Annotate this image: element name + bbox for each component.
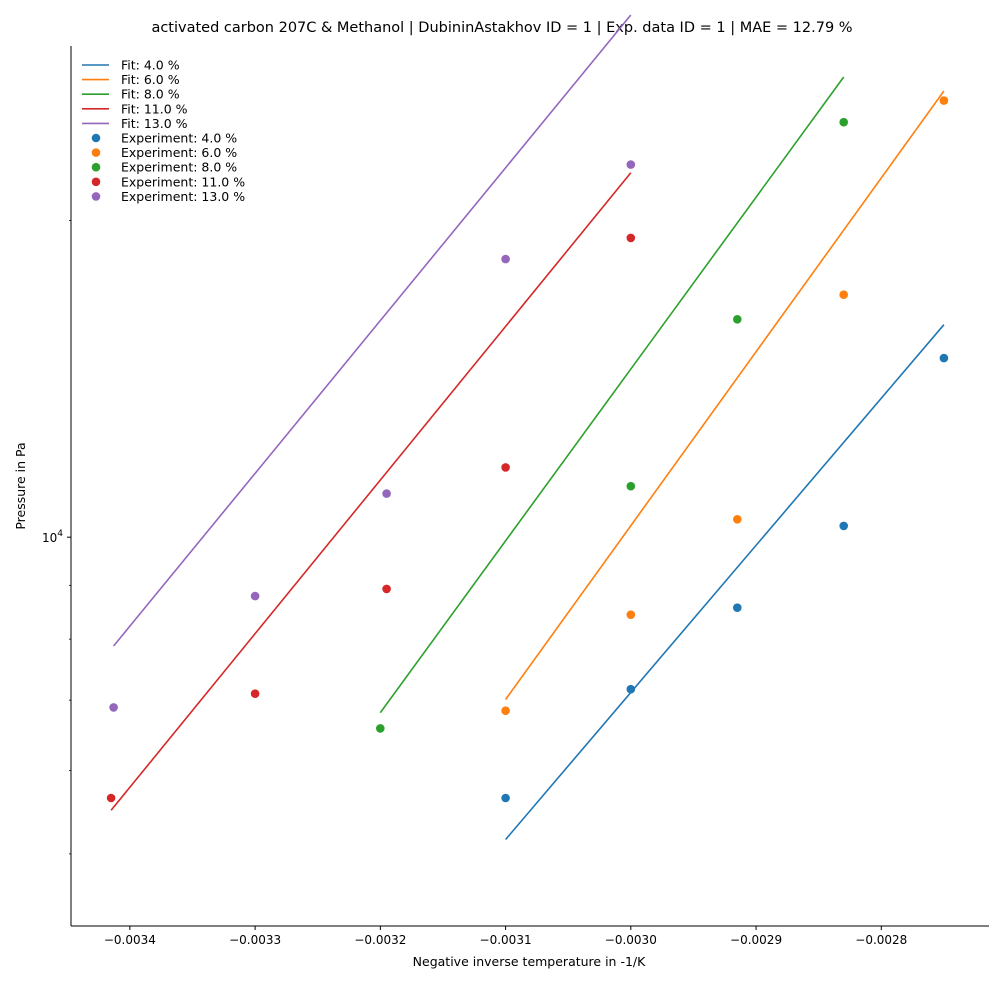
experiment-point: [839, 290, 848, 300]
experiment-point: [109, 703, 118, 712]
legend-label: Experiment: 8.0 %: [121, 160, 237, 175]
y-axis-label: Pressure in Pa: [13, 442, 28, 529]
legend-label: Fit: 6.0 %: [121, 72, 180, 87]
y-tick-label: 104: [42, 529, 63, 545]
legend-label: Experiment: 4.0 %: [121, 131, 237, 146]
experiment-point: [939, 353, 949, 363]
experiment-point: [501, 793, 510, 803]
x-ticks: −0.0034 −0.0033 −0.0032 −0.0031 −0.0030 −0.00…: [104, 926, 907, 947]
experiment-points: [106, 96, 949, 803]
y-ticks: 104: [42, 220, 71, 855]
x-tick-label: −0.0034: [104, 933, 156, 947]
experiment-point: [501, 706, 510, 715]
fit-line: [112, 14, 632, 647]
experiment-point: [733, 515, 742, 524]
legend-marker-swatch: [91, 133, 101, 143]
legend-label: Experiment: 6.0 %: [121, 145, 237, 160]
legend-marker-swatch: [91, 148, 101, 157]
legend-marker-swatch: [91, 162, 101, 172]
x-tick-label: −0.0030: [605, 933, 657, 947]
experiment-point: [839, 117, 848, 127]
experiment-point: [733, 603, 742, 612]
legend-label: Fit: 13.0 %: [121, 116, 188, 131]
experiment-point: [250, 591, 260, 601]
x-tick-label: −0.0028: [855, 933, 907, 947]
experiment-point: [382, 584, 391, 594]
legend-label: Experiment: 11.0 %: [121, 174, 245, 189]
experiment-point: [733, 315, 742, 324]
x-axis-label: Negative inverse temperature in -1/K: [413, 954, 646, 969]
legend-marker-swatch: [91, 192, 101, 201]
x-tick-label: −0.0029: [730, 933, 782, 947]
experiment-point: [106, 793, 116, 803]
x-tick-label: −0.0033: [229, 933, 281, 947]
experiment-point: [250, 689, 260, 698]
legend-marker-swatch: [91, 177, 101, 187]
experiment-point: [939, 96, 949, 105]
legend-label: Experiment: 13.0 %: [121, 189, 245, 204]
experiment-point: [626, 610, 636, 619]
axes: [70, 46, 989, 927]
legend-label: Fit: 8.0 %: [121, 87, 180, 102]
legend: Fit: 4.0 %Fit: 6.0 %Fit: 8.0 %Fit: 11.0 …: [82, 58, 245, 204]
experiment-point: [376, 724, 385, 733]
fit-line: [379, 76, 845, 714]
experiment-point: [626, 160, 636, 169]
chart-title: activated carbon 207C & Methanol | Dubin…: [151, 20, 852, 36]
fit-line: [504, 90, 945, 700]
legend-label: Fit: 11.0 %: [121, 101, 188, 116]
experiment-point: [626, 684, 636, 694]
experiment-point: [626, 233, 636, 243]
experiment-point: [501, 463, 510, 472]
experiment-point: [839, 521, 848, 531]
fit-line: [110, 172, 632, 811]
experiment-point: [626, 481, 636, 491]
x-tick-label: −0.0031: [480, 933, 532, 947]
experiment-point: [382, 489, 391, 498]
fit-line: [504, 324, 945, 841]
fit-lines: [110, 14, 945, 841]
x-tick-label: −0.0032: [354, 933, 406, 947]
legend-label: Fit: 4.0 %: [121, 58, 180, 73]
experiment-point: [501, 254, 510, 264]
